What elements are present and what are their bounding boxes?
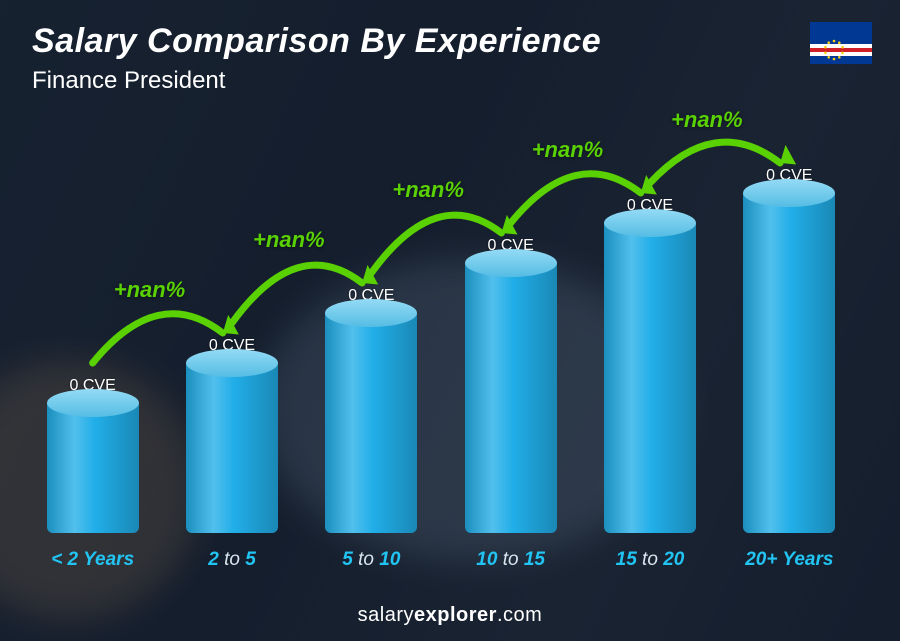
x-axis-label: 2 to 5 — [208, 549, 256, 571]
footer-prefix: salary — [358, 604, 414, 626]
chart-column: 0 CVE2 to 5 — [169, 115, 294, 571]
chart-column: 0 CVE< 2 Years — [30, 115, 155, 571]
bar — [604, 223, 696, 533]
chart-column: 0 CVE10 to 15 — [448, 115, 573, 571]
x-axis-label: 15 to 20 — [616, 549, 685, 571]
bar — [325, 313, 417, 533]
chart-subtitle: Finance President — [32, 67, 601, 95]
x-axis-label: < 2 Years — [51, 549, 134, 571]
x-axis-label: 20+ Years — [745, 549, 833, 571]
bar — [743, 193, 835, 533]
bar-chart: 0 CVE< 2 Years0 CVE2 to 50 CVE5 to 100 C… — [30, 115, 852, 571]
footer-bold: explorer — [414, 604, 497, 626]
chart-column: 0 CVE20+ Years — [727, 115, 852, 571]
increment-percent-label: +nan% — [253, 227, 325, 253]
country-flag-icon — [810, 22, 872, 64]
chart-column: 0 CVE15 to 20 — [587, 115, 712, 571]
chart-title: Salary Comparison By Experience — [32, 22, 601, 61]
x-axis-label: 5 to 10 — [342, 549, 400, 571]
x-axis-label: 10 to 15 — [476, 549, 545, 571]
footer-suffix: .com — [497, 604, 542, 626]
bar — [47, 403, 139, 533]
bar — [186, 363, 278, 533]
increment-percent-label: +nan% — [671, 107, 743, 133]
increment-percent-label: +nan% — [532, 137, 604, 163]
increment-percent-label: +nan% — [392, 177, 464, 203]
bar — [465, 263, 557, 533]
header: Salary Comparison By Experience Finance … — [32, 22, 601, 95]
increment-percent-label: +nan% — [114, 277, 186, 303]
footer-attribution: salaryexplorer.com — [0, 604, 900, 627]
